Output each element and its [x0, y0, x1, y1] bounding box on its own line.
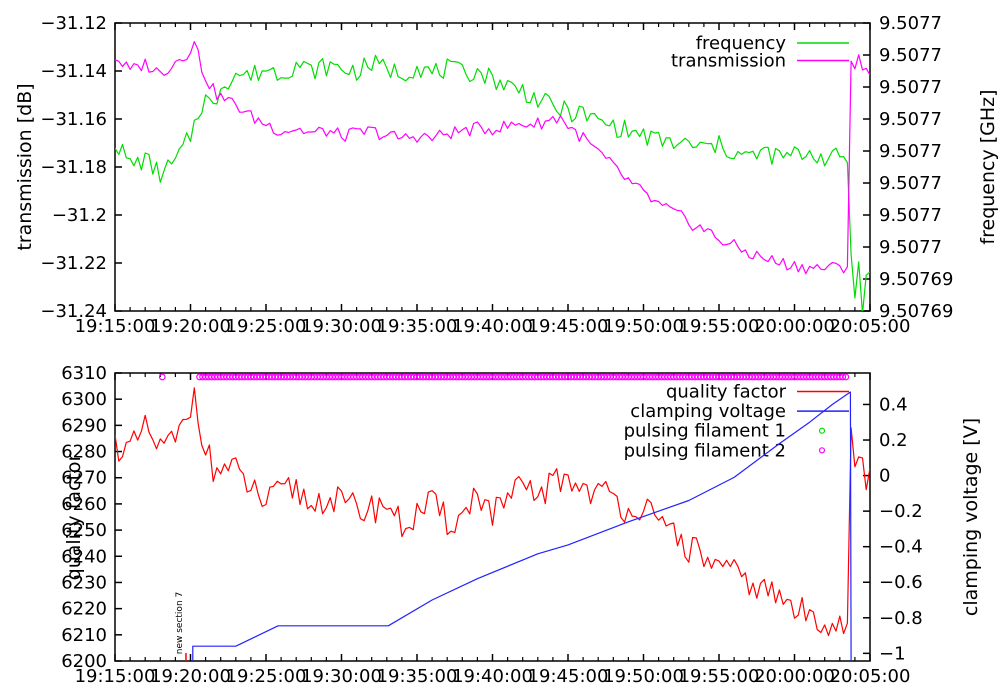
series-pulsing-filament-2 — [158, 373, 850, 381]
y-tick-label: −31.12 — [40, 13, 107, 34]
x-ticks — [114, 23, 871, 311]
legend-label-pulsing-filament-2: pulsing filament 2 — [624, 440, 786, 461]
y2-tick-label: 9.5077 — [879, 173, 942, 194]
legend-label-quality-factor: quality factor — [666, 382, 787, 403]
series-quality-factor — [115, 387, 870, 637]
x-tick-label: 19:20:00 — [150, 316, 231, 337]
y2-tick-label: 0.2 — [879, 430, 908, 451]
y-tick-label: −31.2 — [52, 205, 107, 226]
series-frequency — [115, 54, 870, 311]
y-tick-label: 6280 — [61, 442, 107, 463]
x-tick-label: 19:15:00 — [75, 316, 156, 337]
series-clamping-voltage — [192, 391, 852, 661]
x-tick-label: 20:00:00 — [754, 666, 835, 687]
y2-tick-label: 9.5077 — [879, 45, 942, 66]
y-tick-label: 6290 — [61, 415, 107, 436]
x-tick-label: 20:05:00 — [830, 666, 911, 687]
legend-sample-marker — [818, 427, 826, 434]
x-tick-label: 19:55:00 — [679, 666, 760, 687]
x-tick-label: 19:30:00 — [301, 316, 382, 337]
y-tick-label: 6230 — [61, 572, 107, 593]
x-tick-label: 20:00:00 — [754, 316, 835, 337]
legend-label-frequency: frequency — [696, 33, 787, 54]
y-tick-label: 6270 — [61, 468, 107, 489]
x-tick-label: 19:25:00 — [226, 666, 307, 687]
y-tick-label: 6300 — [61, 389, 107, 410]
chart-0: 19:15:0019:20:0019:25:0019:30:0019:35:00… — [40, 13, 953, 337]
y-tick-label: −31.14 — [40, 61, 107, 82]
y-tick-label: 6210 — [61, 625, 107, 646]
x-tick-label: 19:50:00 — [603, 666, 684, 687]
y2-tick-label: −1 — [879, 643, 906, 664]
x-tick-label: 19:35:00 — [377, 316, 458, 337]
y-tick-label: −31.24 — [40, 301, 107, 322]
bottom-chart-y2label: clamping voltage [V] — [960, 417, 982, 617]
y2-tick-label: −0.4 — [879, 537, 923, 558]
y-tick-label: 6200 — [61, 651, 107, 672]
x-tick-label: 19:40:00 — [452, 316, 533, 337]
y2-tick-label: 0 — [879, 466, 890, 487]
legend-label-clamping-voltage: clamping voltage — [630, 401, 786, 422]
x-tick-label: 19:25:00 — [226, 316, 307, 337]
y-tick-label: −31.16 — [40, 109, 107, 130]
x-tick-label: 19:55:00 — [679, 316, 760, 337]
y-tick-label: 6250 — [61, 520, 107, 541]
y-tick-label: 6240 — [61, 546, 107, 567]
y2-tick-label: −0.8 — [879, 608, 923, 629]
y2-tick-label: 9.5077 — [879, 77, 942, 98]
y2-tick-label: 9.5077 — [879, 237, 942, 258]
y2-tick-label: 0.4 — [879, 394, 908, 415]
chart-1: 19:15:0019:20:0019:25:0019:30:0019:35:00… — [61, 363, 923, 687]
series-transmission — [115, 40, 870, 275]
y-tick-label: 6220 — [61, 599, 107, 620]
y-tick-label: 6310 — [61, 363, 107, 384]
y2-tick-label: 9.50769 — [879, 269, 953, 290]
y2-tick-label: 9.50769 — [879, 301, 953, 322]
legend-sample-marker — [818, 447, 826, 454]
x-tick-label: 19:50:00 — [603, 316, 684, 337]
top-chart-ylabel: transmission [dB] — [14, 83, 36, 251]
y-tick-label: −31.18 — [40, 157, 107, 178]
series-layer — [115, 40, 870, 311]
y2-tick-label: −0.2 — [879, 501, 923, 522]
legend-label-transmission: transmission — [671, 51, 786, 72]
series-layer — [115, 373, 870, 661]
x-tick-label: 19:40:00 — [452, 666, 533, 687]
y2-tick-label: 9.5077 — [879, 141, 942, 162]
y2-tick-label: 9.5077 — [879, 13, 942, 34]
x-tick-label: 20:05:00 — [830, 316, 911, 337]
x-tick-label: 19:35:00 — [377, 666, 458, 687]
bottom-chart-ylabel: quality factor — [63, 453, 85, 581]
y-tick-label: 6260 — [61, 494, 107, 515]
x-tick-label: 19:45:00 — [528, 666, 609, 687]
x-tick-label: 19:15:00 — [75, 666, 156, 687]
legend-label-pulsing-filament-1: pulsing filament 1 — [624, 421, 786, 442]
x-tick-label: 19:45:00 — [528, 316, 609, 337]
annotation-new-section-7: new section 7 — [175, 591, 185, 655]
top-chart-y2label: frequency [GHz] — [977, 89, 999, 245]
y-tick-label: −31.22 — [40, 253, 107, 274]
y2-tick-label: 9.5077 — [879, 205, 942, 226]
x-tick-label: 19:20:00 — [150, 666, 231, 687]
y2-tick-label: 9.5077 — [879, 109, 942, 130]
x-tick-label: 19:30:00 — [301, 666, 382, 687]
y2-tick-label: −0.6 — [879, 572, 923, 593]
